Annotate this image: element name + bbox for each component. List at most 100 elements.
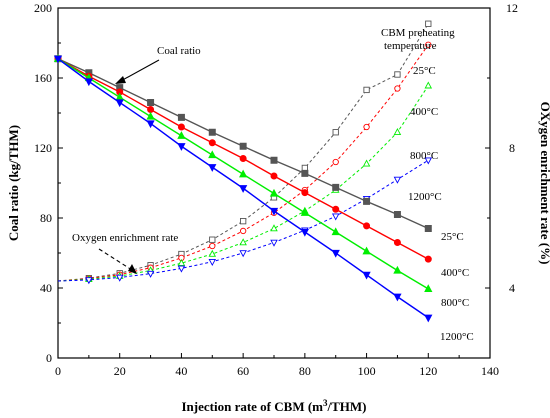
- coal-point: [84, 78, 93, 87]
- coal-point: [208, 164, 217, 172]
- coal-ratio-arrow: [118, 59, 160, 83]
- y-axis-title: Coal ratio (kg/THM): [6, 125, 21, 241]
- coal-point: [208, 139, 216, 147]
- coal-label-25: 25°C: [441, 231, 464, 243]
- y2-tick-label: 12: [506, 1, 518, 15]
- coal-point: [269, 207, 279, 216]
- x-tick-label: 20: [114, 364, 126, 378]
- y2-axis-title: OXygen enrichment rate (%): [538, 102, 550, 265]
- coal-point: [177, 123, 185, 131]
- oxygen-rate-arrowhead: [128, 264, 137, 274]
- x-tick-label: 120: [419, 364, 437, 378]
- x-tick-label: 100: [358, 364, 376, 378]
- oxygen-point: [363, 86, 370, 94]
- coal-point: [270, 172, 278, 180]
- coal-point: [424, 225, 432, 232]
- oxygen-point: [270, 239, 278, 247]
- coal-point: [269, 188, 279, 197]
- coal-point: [362, 271, 371, 280]
- series-layer: [53, 20, 433, 323]
- y-tick-label: 80: [40, 211, 52, 225]
- coal-ratio-annotation: Coal ratio: [157, 45, 201, 57]
- coal-series: [54, 55, 432, 232]
- coal-point: [208, 150, 217, 159]
- oxygen-point: [393, 176, 402, 184]
- coal-label-400: 400°C: [441, 267, 469, 279]
- coal-point: [239, 142, 247, 150]
- oxygen-point: [208, 259, 217, 267]
- oxygen-point: [209, 242, 216, 250]
- oxygen-point: [332, 129, 339, 136]
- coal-point: [332, 183, 340, 191]
- oxygen-point: [177, 258, 186, 266]
- coal-point: [301, 169, 309, 177]
- oxygen-point: [209, 236, 216, 243]
- x-axis-title: Injection rate of CBM (m3/THM): [181, 398, 366, 414]
- y-tick-label: 160: [34, 71, 52, 85]
- coal-point: [146, 120, 155, 129]
- coal-point: [332, 205, 340, 213]
- coal-point: [393, 265, 402, 274]
- coal-point: [393, 239, 401, 246]
- oxygen-point: [208, 249, 217, 257]
- coal-point: [146, 111, 155, 120]
- oxygen-point: [239, 227, 247, 235]
- coal-series: [53, 55, 433, 323]
- coal-point: [177, 143, 186, 151]
- coal-point: [363, 197, 371, 205]
- coal-label-800: 800°C: [441, 297, 469, 309]
- coal-ratio-arrowhead: [115, 76, 126, 84]
- oxygen-point: [301, 164, 309, 172]
- oxygen-point: [85, 277, 93, 285]
- coal-point: [53, 55, 63, 64]
- coal-point: [115, 99, 124, 108]
- oxygen-point: [393, 127, 402, 136]
- coal-point: [331, 227, 340, 236]
- coal-point: [393, 293, 402, 302]
- coal-point: [147, 106, 155, 113]
- oxygen-point: [425, 41, 432, 48]
- coal-point: [331, 249, 340, 258]
- coal-point: [147, 99, 155, 106]
- y-tick-label: 200: [34, 1, 52, 15]
- coal-point: [393, 211, 401, 218]
- oxygen-point: [270, 224, 278, 232]
- oxygen-point: [332, 158, 339, 166]
- coal-point: [177, 131, 186, 139]
- coal-point: [239, 169, 248, 178]
- coal-point: [301, 189, 309, 197]
- oxygen-rate-annotation: Oxygen enrichment rate: [72, 232, 178, 244]
- coal-label-1200: 1200°C: [440, 331, 474, 343]
- x-tick-label: 80: [299, 364, 311, 378]
- oxygen-point: [424, 81, 433, 89]
- oxygen-point: [146, 270, 155, 278]
- coal-point: [239, 155, 247, 162]
- y-tick-label: 0: [46, 351, 52, 365]
- oxygen-point: [424, 157, 433, 165]
- coal-point: [362, 246, 371, 255]
- oxygen-label-400: 400°C: [410, 106, 438, 118]
- oxygen-line: [57, 44, 429, 282]
- coal-point: [208, 128, 216, 136]
- coal-point: [363, 222, 371, 230]
- oxygen-point: [363, 123, 370, 131]
- coal-point: [424, 314, 433, 323]
- oxygen-label-800: 800°C: [410, 150, 438, 162]
- oxygen-point: [115, 274, 124, 282]
- coal-point: [177, 113, 185, 121]
- oxygen-point: [394, 85, 401, 92]
- oxygen-point: [239, 217, 247, 225]
- y-tick-label: 120: [34, 141, 52, 155]
- oxygen-point: [177, 265, 186, 273]
- x-tick-label: 60: [237, 364, 249, 378]
- legend-title-line2: temperature: [384, 40, 437, 52]
- oxygen-point: [239, 238, 247, 246]
- y2-tick-label: 8: [509, 141, 515, 155]
- oxygen-point: [394, 71, 401, 78]
- oxygen-point: [239, 250, 247, 258]
- coal-point: [424, 284, 433, 292]
- x-tick-label: 0: [55, 364, 61, 378]
- y2-tick-label: 4: [509, 281, 515, 295]
- coal-point: [300, 228, 309, 237]
- coal-point: [270, 156, 278, 164]
